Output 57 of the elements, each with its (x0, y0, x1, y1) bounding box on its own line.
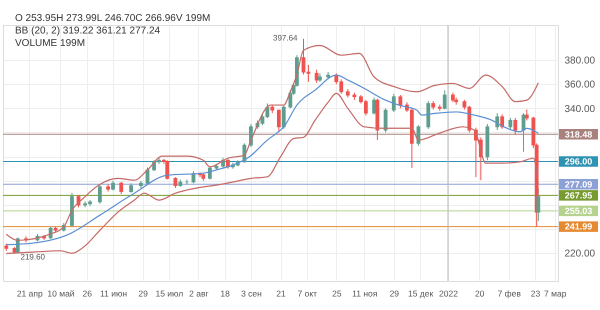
x-tick-label: 25 (332, 288, 342, 298)
candlestick (226, 158, 230, 170)
annotation: 397.64 (273, 34, 298, 43)
x-tick-label: 21 апр (16, 288, 43, 298)
candlestick (111, 180, 115, 191)
annotation: VOLUME 199M (15, 38, 86, 49)
x-tick-label: 23 (530, 288, 541, 298)
candlestick (416, 124, 420, 146)
candlestick (442, 90, 447, 110)
candlestick (119, 181, 124, 195)
candlestick (98, 184, 102, 204)
text: O 253.95H 273.99L 246.70C 266.96V 199M (15, 13, 210, 24)
line-series (6, 44, 539, 241)
candlestick (372, 96, 376, 115)
candlestick (192, 170, 196, 184)
ref-line-label: 277.09 (564, 179, 592, 190)
ref-line-label: 241.99 (564, 222, 592, 232)
candlestick (508, 117, 512, 131)
x-tick-label: 15 дек (408, 288, 434, 298)
candlestick (513, 117, 518, 136)
ref-line-label: 255.03 (564, 206, 592, 216)
x-tick-label: 29 (390, 288, 400, 298)
x-tick-label: 29 (138, 288, 148, 298)
annotation: 219.60 (20, 252, 46, 262)
candlestick (146, 166, 150, 185)
candlestick (314, 69, 319, 84)
x-tick-label: 2 авг (189, 288, 209, 298)
candlestick (524, 109, 529, 121)
candlestick (276, 109, 281, 133)
y-tick-label: 380.00 (564, 56, 596, 67)
candlestick (174, 176, 178, 189)
candlestick (129, 182, 133, 194)
x-tick-label: 15 июл (155, 288, 184, 298)
x-tick-label: 26 (82, 288, 92, 298)
x-tick-label: 18 (220, 288, 230, 298)
x-tick-label: 21 (276, 288, 286, 298)
x-tick-label: 11 ноя (352, 288, 378, 298)
x-tick-label: 2022 (439, 288, 458, 298)
x-tick-label: 20 (474, 288, 485, 298)
x-tick-label: 10 май (47, 288, 75, 298)
x-tick-label: 7 фев (498, 288, 522, 298)
x-tick-label: 3 сен (241, 288, 262, 298)
ref-line-label: 267.95 (564, 190, 592, 200)
candlestick (522, 112, 526, 152)
y-tick-label: 340.00 (564, 104, 596, 115)
ref-line-label: 296.00 (564, 156, 592, 166)
ref-line-label: 318.48 (564, 129, 592, 140)
candlestick (536, 188, 540, 222)
y-tick-label: 220.00 (564, 248, 596, 260)
y-tick-label: 360.00 (564, 80, 596, 91)
annotation: BB (20, 2) 319.22 361.21 277.24 (15, 26, 161, 36)
x-tick-label: 7 окт (298, 288, 318, 298)
candlestick (398, 94, 402, 109)
candlestick (451, 92, 455, 103)
candlestick (384, 108, 388, 133)
x-tick-label: 7 мар (544, 288, 567, 298)
x-tick-label: 11 июн (100, 288, 128, 298)
